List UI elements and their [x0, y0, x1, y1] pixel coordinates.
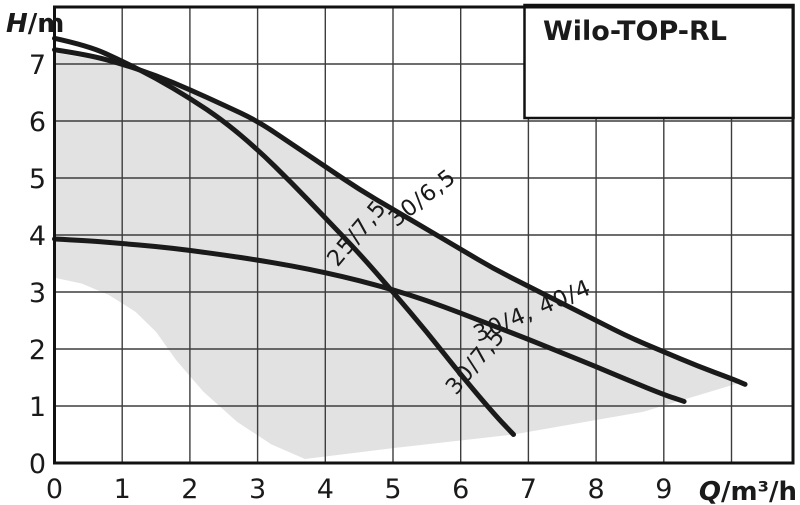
chart-title: Wilo-TOP-RL: [543, 16, 727, 47]
x-tick-1: 1: [114, 474, 131, 505]
y-tick-4: 4: [29, 221, 46, 252]
axis-ticks-layer: 0 1 2 3 4 5 6 7 8 9 0 1 2 3 4 5 6 7: [29, 50, 673, 505]
x-tick-7: 7: [520, 474, 537, 505]
axis-labels: H/m Q/m³/h: [6, 9, 797, 505]
plot-frame-layer: [53, 5, 795, 465]
y-tick-3: 3: [29, 278, 46, 309]
x-tick-2: 2: [181, 474, 198, 505]
curve-30-4-40-4: [52, 236, 687, 404]
title-box: Wilo-TOP-RL: [523, 3, 795, 120]
x-tick-6: 6: [452, 474, 469, 505]
x-tick-3: 3: [249, 474, 266, 505]
y-axis-label: H/m: [6, 9, 64, 39]
y-tick-1: 1: [29, 392, 46, 423]
y-axis-label-unit: /m: [28, 9, 65, 39]
grid-layer: [54, 7, 793, 463]
curve-30-6-5: [52, 47, 748, 387]
curve-label-30-6-5: 30/6,5: [384, 164, 461, 233]
x-tick-0: 0: [46, 474, 63, 505]
x-axis-label-unit: /m³/h: [721, 477, 797, 505]
x-tick-5: 5: [384, 474, 401, 505]
x-tick-4: 4: [317, 474, 334, 505]
y-tick-7: 7: [29, 50, 46, 81]
x-tick-9: 9: [655, 474, 672, 505]
y-tick-5: 5: [29, 164, 46, 195]
y-tick-0: 0: [29, 449, 46, 480]
plot-frame: [53, 5, 795, 465]
y-tick-6: 6: [29, 107, 46, 138]
x-axis-label-symbol: Q: [699, 477, 721, 505]
x-tick-8: 8: [588, 474, 605, 505]
y-axis-label-symbol: H: [6, 9, 28, 39]
x-axis-label: Q/m³/h: [699, 477, 797, 505]
curves-layer: [52, 35, 748, 437]
y-tick-2: 2: [29, 335, 46, 366]
